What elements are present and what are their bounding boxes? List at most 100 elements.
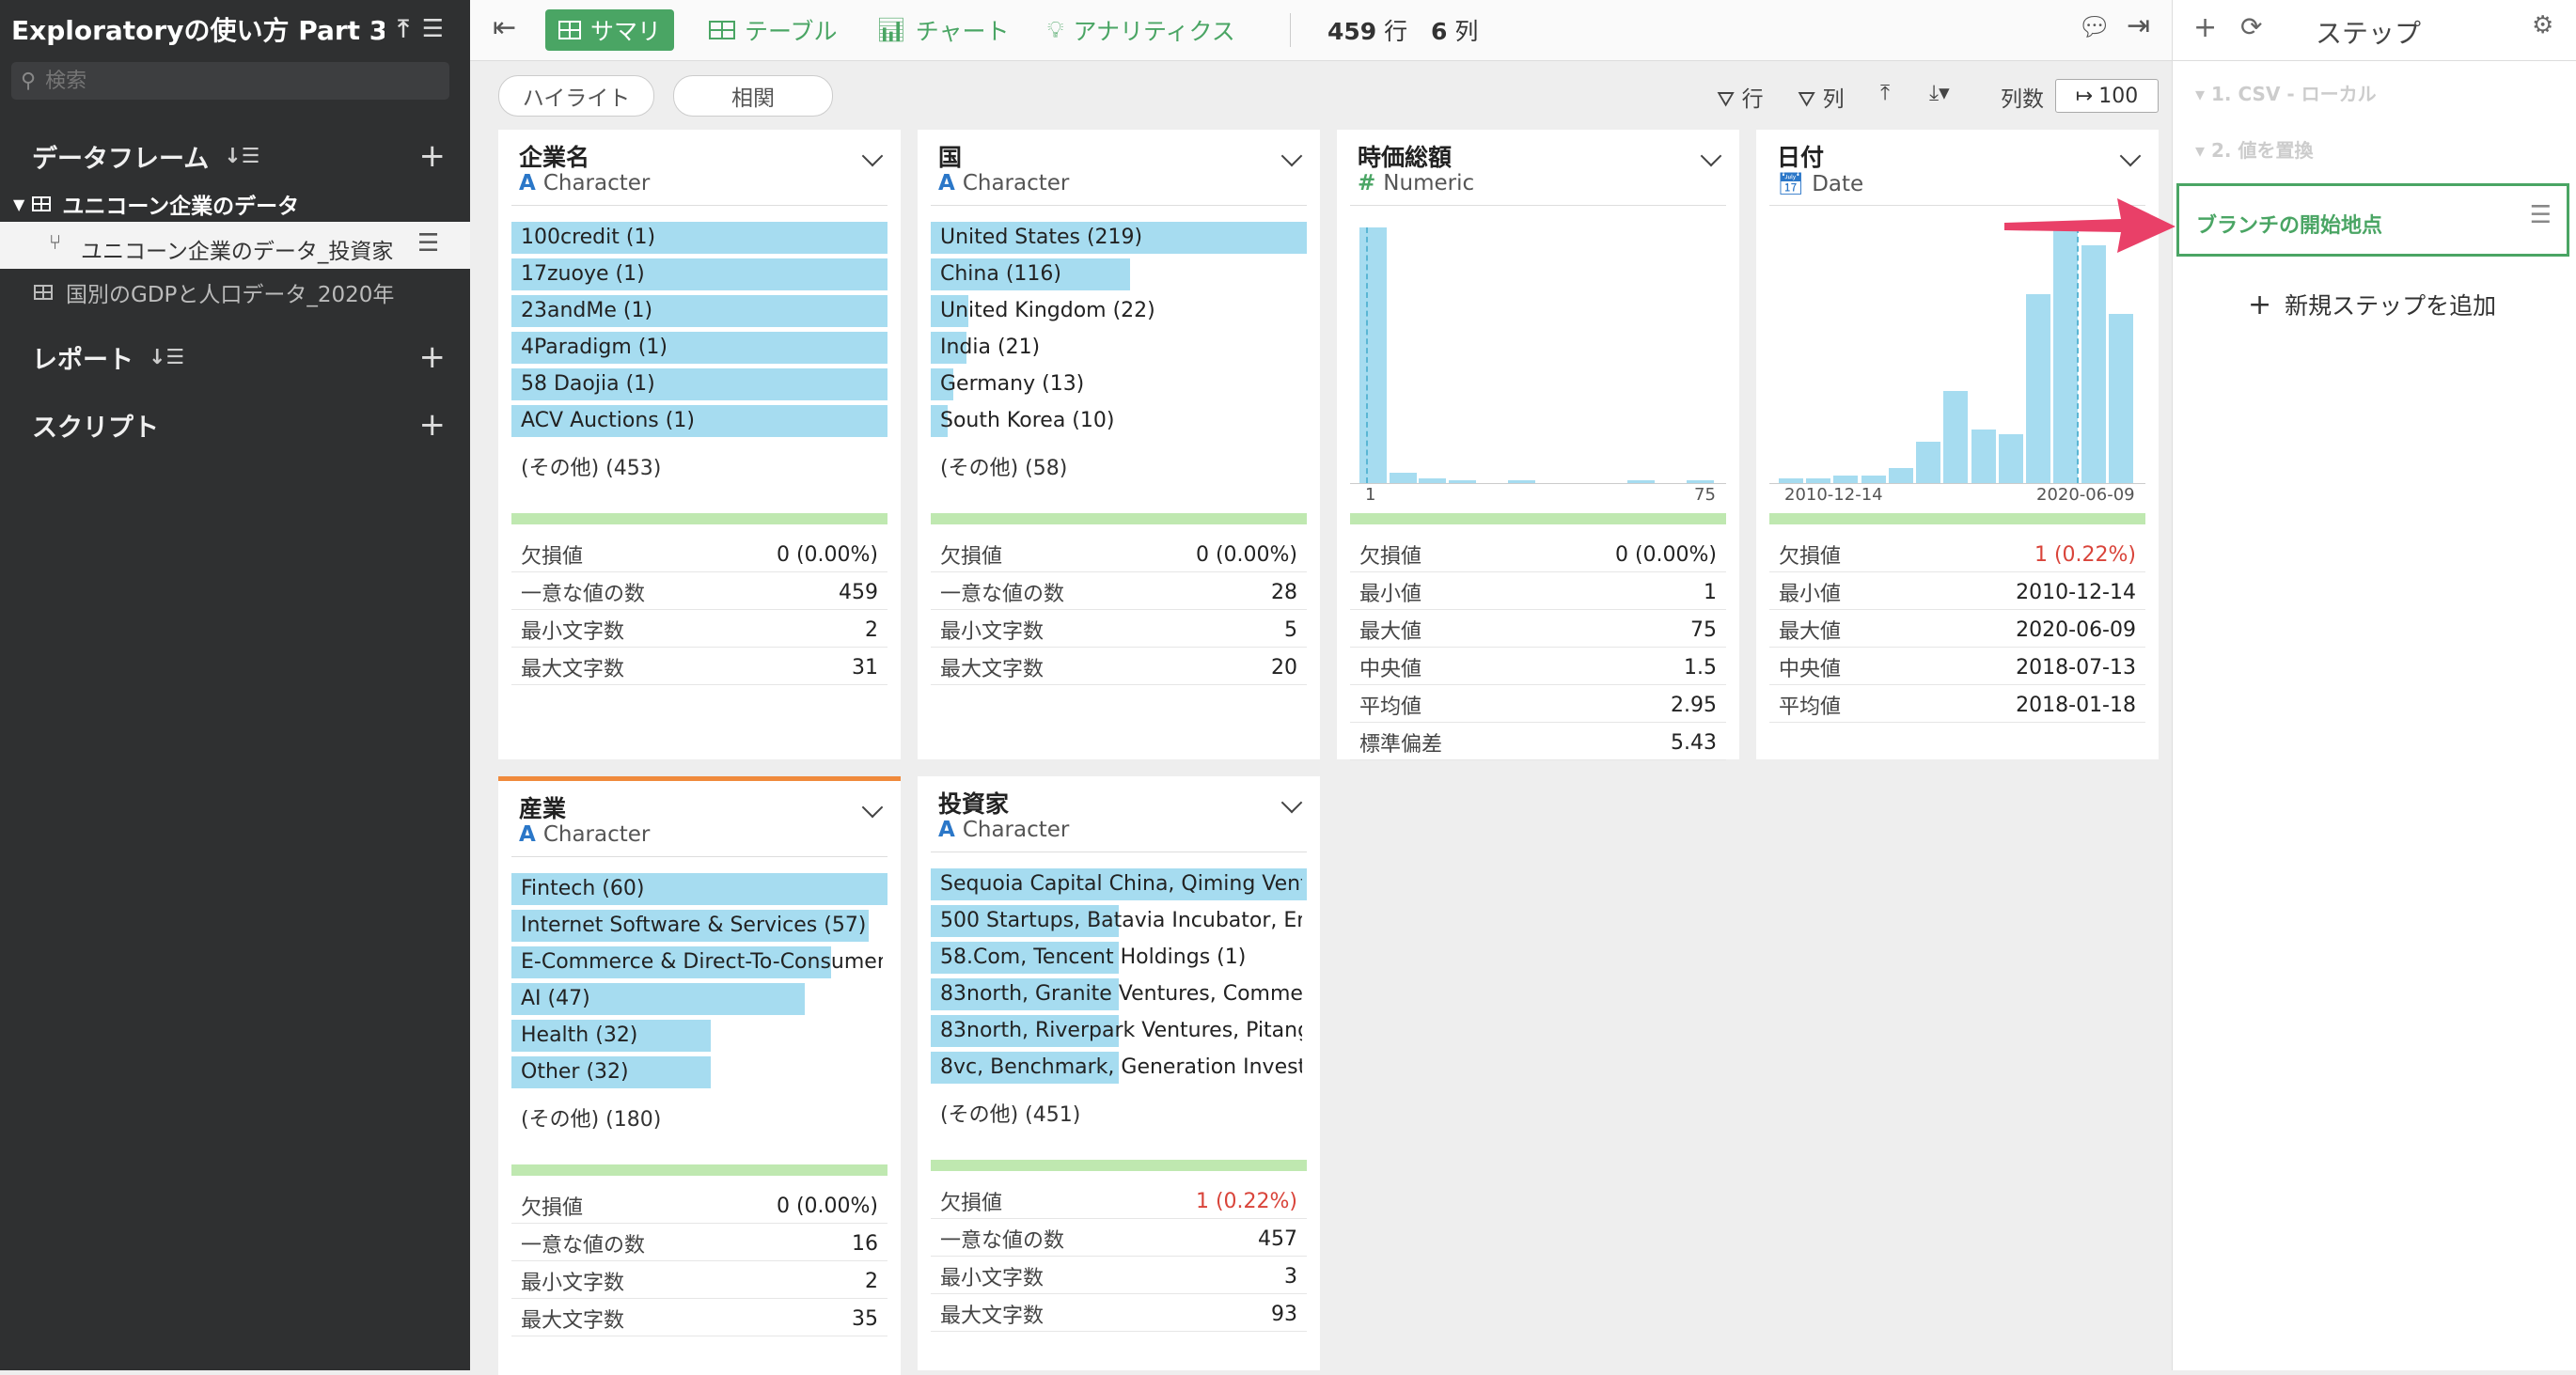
expand-panel-icon[interactable]: ⇥ bbox=[2127, 9, 2151, 42]
histogram-bar[interactable] bbox=[1971, 430, 1996, 483]
column-card-investor[interactable]: 投資家 A Character (その他) (451) Sequoia Capit… bbox=[918, 776, 1320, 1370]
value-bar-row[interactable]: United Kingdom (22) bbox=[931, 295, 1307, 327]
step-menu-icon[interactable]: ☰ bbox=[2529, 201, 2552, 229]
value-bar-row[interactable]: Internet Software & Services (57) bbox=[511, 910, 887, 942]
branch-start-step[interactable]: ブランチの開始地点 ☰ bbox=[2176, 183, 2569, 257]
histogram-bar[interactable] bbox=[1916, 442, 1940, 483]
histogram-bar[interactable] bbox=[2109, 314, 2133, 483]
histogram-bar[interactable] bbox=[2081, 245, 2106, 483]
step-replace-values[interactable]: ▾ 2. 値を置換 bbox=[2195, 139, 2314, 162]
correlation-button[interactable]: 相関 bbox=[673, 75, 833, 117]
column-limit-button[interactable]: ↦ 100 bbox=[2055, 79, 2159, 113]
value-bar-row[interactable]: Other (32) bbox=[511, 1056, 887, 1088]
search-input[interactable] bbox=[43, 68, 405, 94]
histogram-bar[interactable] bbox=[1508, 480, 1535, 483]
collapse-sidebar-icon[interactable]: ⇤ bbox=[493, 11, 517, 44]
histogram-bar[interactable] bbox=[1889, 468, 1913, 483]
add-dataframe-button[interactable]: + bbox=[418, 137, 447, 175]
tab-summary[interactable]: サマリ bbox=[545, 9, 675, 51]
value-bar-row[interactable]: 4Paradigm (1) bbox=[511, 332, 887, 364]
value-bar-row[interactable]: 500 Startups, Batavia Incubator, Emt... bbox=[931, 905, 1307, 937]
histogram-bar[interactable] bbox=[2053, 227, 2078, 483]
value-bar-row[interactable]: ACV Auctions (1) bbox=[511, 405, 887, 437]
filter-rows-button[interactable]: ⛛ 行 bbox=[1717, 87, 1764, 112]
value-bar-row[interactable]: 83north, Riverpark Ventures, Pitango... bbox=[931, 1015, 1307, 1047]
reports-label: レポート bbox=[32, 345, 134, 375]
histogram-bar[interactable] bbox=[1359, 227, 1387, 483]
chevron-down-icon[interactable] bbox=[1280, 791, 1303, 814]
value-bar-row[interactable]: 58 Daojia (1) bbox=[511, 368, 887, 400]
chevron-down-icon[interactable] bbox=[861, 796, 884, 819]
dataframe-label: 国別のGDPと人口データ_2020年 bbox=[66, 283, 395, 307]
value-bar-row[interactable]: Germany (13) bbox=[931, 368, 1307, 400]
step-csv-local[interactable]: ▾ 1. CSV - ローカル bbox=[2195, 83, 2377, 105]
column-card-country[interactable]: 国 A Character (その他) (58) United States (2… bbox=[918, 130, 1320, 759]
completeness-bar bbox=[511, 513, 887, 524]
add-report-button[interactable]: + bbox=[418, 338, 447, 376]
hamburger-menu-icon[interactable]: ☰ bbox=[421, 15, 444, 43]
tab-analytics[interactable]: 💡︎ アナリティクス bbox=[1047, 9, 1235, 51]
chevron-down-icon[interactable] bbox=[1700, 145, 1722, 167]
add-new-step-button[interactable]: + 新規ステップを追加 bbox=[2248, 289, 2497, 321]
histogram-bar[interactable] bbox=[2026, 294, 2050, 483]
histogram-bar[interactable] bbox=[1861, 476, 1886, 483]
stat-value: 5.43 bbox=[1671, 731, 1717, 755]
stat-value: 0 (0.00%) bbox=[776, 543, 878, 567]
value-bar-row[interactable]: 17zuoye (1) bbox=[511, 258, 887, 290]
chevron-down-icon[interactable] bbox=[1280, 145, 1303, 167]
column-card-valuation[interactable]: 時価総額 # Numeric 1 75 欠損値 0 (0.00%) 最小値 1 最大値 75… bbox=[1337, 130, 1739, 760]
filter-columns-button[interactable]: ⛛ 列 bbox=[1798, 87, 1845, 112]
tab-table[interactable]: テーブル bbox=[709, 9, 838, 51]
column-card-date[interactable]: 日付 📅︎ Date 2010-12-14 2020-06-09 欠損値 1 (0.… bbox=[1756, 130, 2159, 759]
collapse-triangle-icon[interactable]: ▼ bbox=[13, 195, 25, 213]
value-bar-row[interactable]: South Korea (10) bbox=[931, 405, 1307, 437]
comment-icon[interactable]: 💬︎ bbox=[2078, 11, 2112, 42]
search-box[interactable]: ⚲ bbox=[11, 62, 449, 100]
chevron-down-icon[interactable] bbox=[861, 145, 884, 167]
value-bar-row[interactable]: Health (32) bbox=[511, 1020, 887, 1052]
histogram-bar[interactable] bbox=[1627, 480, 1655, 483]
value-bar-row[interactable]: Sequoia Capital China, Qiming Ventu... bbox=[931, 868, 1307, 900]
histogram-bar[interactable] bbox=[1390, 473, 1417, 483]
tab-chart[interactable]: 📊︎ チャート bbox=[876, 9, 1010, 51]
value-bar-row[interactable]: 23andMe (1) bbox=[511, 295, 887, 327]
histogram-bar[interactable] bbox=[1779, 478, 1803, 483]
value-bar-row[interactable]: China (116) bbox=[931, 258, 1307, 290]
value-bar-row[interactable]: Fintech (60) bbox=[511, 873, 887, 905]
sort-icon[interactable]: ↓☰ bbox=[149, 345, 185, 369]
value-bar-row[interactable]: 100credit (1) bbox=[511, 222, 887, 254]
histogram-bar[interactable] bbox=[1806, 478, 1830, 483]
dataframe-item-branch[interactable]: ⑂ ユニコーン企業のデータ_投資家 ☰ bbox=[0, 222, 470, 269]
value-bar-fill bbox=[511, 405, 887, 437]
histogram-bar[interactable] bbox=[1687, 480, 1714, 483]
add-step-icon[interactable]: + bbox=[2193, 11, 2218, 44]
histogram-bar[interactable] bbox=[1449, 480, 1476, 483]
dataframe-item-main[interactable]: ▼ ユニコーン企業のデータ bbox=[13, 188, 299, 220]
column-card-industry[interactable]: 産業 A Character (その他) (180) Fintech (60) In… bbox=[498, 776, 901, 1375]
settings-sliders-icon[interactable]: ⚙ bbox=[2532, 11, 2554, 39]
sort-up-button[interactable]: ⤒ bbox=[1880, 81, 1890, 105]
histogram-bar[interactable] bbox=[1419, 478, 1446, 483]
sort-down-button[interactable]: ⤓▾ bbox=[1929, 81, 1950, 105]
value-bar-row[interactable]: 58.Com, Tencent Holdings (1) bbox=[931, 942, 1307, 974]
value-bar-row[interactable]: 83north, Granite Ventures, Commerz... bbox=[931, 978, 1307, 1010]
value-bar-row[interactable]: 8vc, Benchmark, Generation Investm... bbox=[931, 1052, 1307, 1084]
chevron-down-icon[interactable] bbox=[2119, 145, 2142, 167]
histogram-bar[interactable] bbox=[1833, 476, 1858, 483]
column-card-company[interactable]: 企業名 A Character (その他) (453) 100credit (1)… bbox=[498, 130, 901, 759]
stat-value: 5 bbox=[1284, 618, 1297, 642]
branch-menu-icon[interactable]: ☰ bbox=[417, 229, 440, 258]
sort-icon[interactable]: ↓☰ bbox=[224, 144, 260, 168]
highlight-button[interactable]: ハイライト bbox=[498, 75, 654, 117]
value-bar-row[interactable]: United States (219) bbox=[931, 222, 1307, 254]
refresh-icon[interactable]: ⟳ bbox=[2240, 11, 2263, 42]
value-bar-row[interactable]: India (21) bbox=[931, 332, 1307, 364]
histogram-bar[interactable] bbox=[1943, 391, 1968, 483]
add-script-button[interactable]: + bbox=[418, 406, 447, 444]
project-title[interactable]: Exploratoryの使い方 Part 3... bbox=[11, 15, 385, 46]
value-bar-row[interactable]: E-Commerce & Direct-To-Consumer ... bbox=[511, 946, 887, 978]
upload-icon[interactable]: ⤒ bbox=[398, 14, 409, 43]
histogram-bar[interactable] bbox=[1999, 434, 2023, 483]
dataframe-item-gdp[interactable]: 国別のGDPと人口データ_2020年 bbox=[34, 276, 394, 308]
value-bar-row[interactable]: AI (47) bbox=[511, 983, 887, 1015]
